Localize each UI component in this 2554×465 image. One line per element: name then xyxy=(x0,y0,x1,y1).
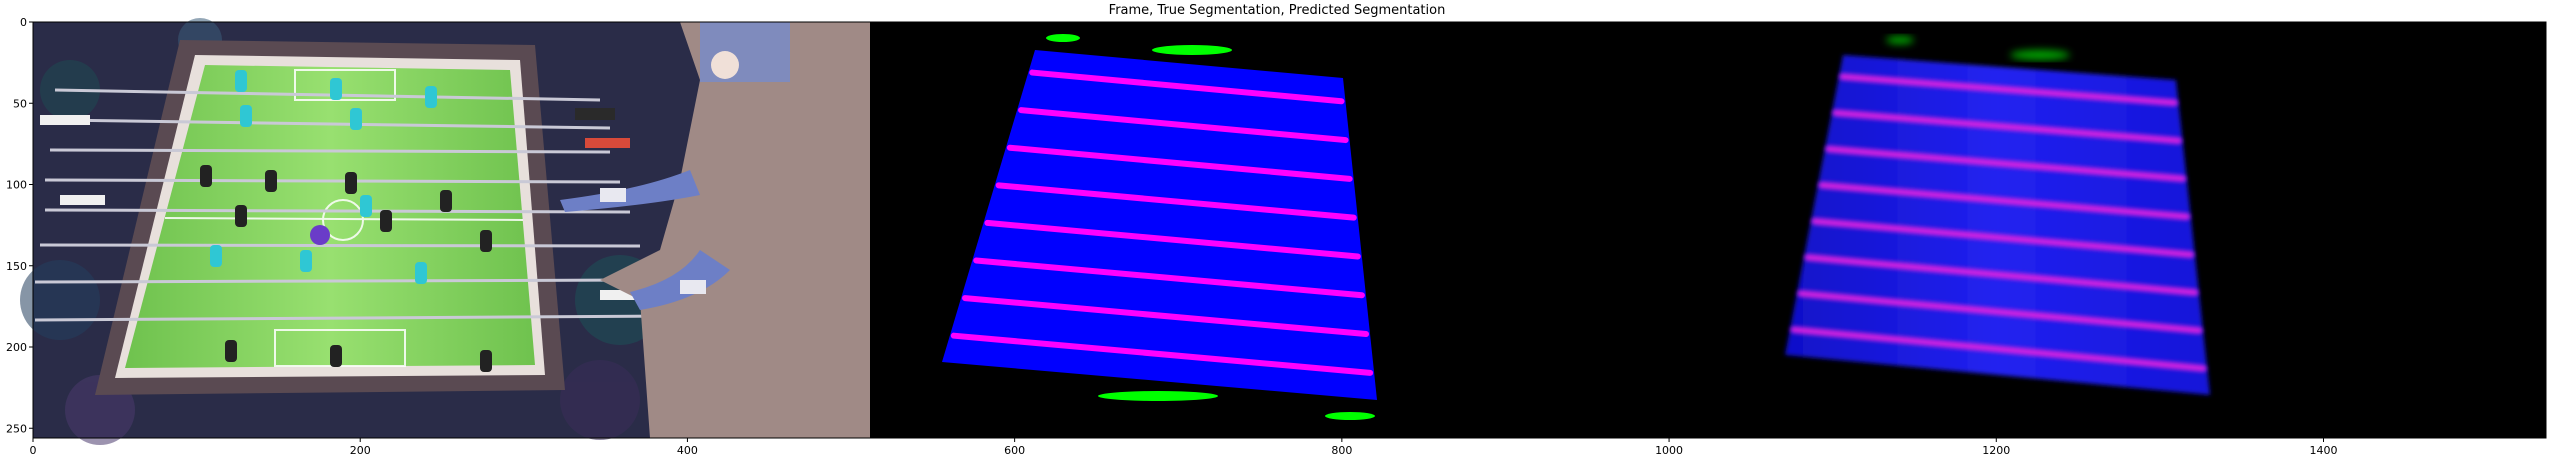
rod-mask xyxy=(1790,326,2207,372)
y-axis-ticks: 0 50 100 150 200 250 xyxy=(6,16,33,435)
rod-mask xyxy=(962,295,1370,338)
rod-mask xyxy=(1818,181,2191,221)
rod-mask xyxy=(995,182,1357,221)
y-tick-label: 0 xyxy=(20,16,27,29)
rod-mask xyxy=(1804,253,2199,297)
rod-mask xyxy=(1797,290,2203,334)
x-tick-label: 1400 xyxy=(2309,444,2337,457)
rod-mask xyxy=(1018,107,1349,144)
x-tick-label: 1200 xyxy=(1982,444,2010,457)
rod-mask xyxy=(973,257,1365,299)
x-axis-ticks: 0 200 400 600 800 1000 1200 1400 xyxy=(30,438,2337,457)
rod-mask xyxy=(984,219,1361,260)
x-tick-label: 400 xyxy=(677,444,698,457)
x-tick-label: 0 xyxy=(30,444,37,457)
figure-title: Frame, True Segmentation, Predicted Segm… xyxy=(1108,3,1446,18)
rod-mask xyxy=(1832,109,2183,145)
rod-mask xyxy=(1029,69,1345,105)
y-tick-label: 100 xyxy=(6,179,27,192)
frame-panel xyxy=(20,18,870,445)
axes: 0 200 400 600 800 1000 1200 1400 0 50 100 150 200 25… xyxy=(6,16,2547,457)
y-tick-label: 150 xyxy=(6,260,27,273)
y-tick-label: 200 xyxy=(6,341,27,354)
x-tick-label: 200 xyxy=(350,444,371,457)
x-tick-label: 800 xyxy=(1331,444,1352,457)
rod-mask xyxy=(1006,144,1353,182)
y-tick-label: 50 xyxy=(13,97,27,110)
true-segmentation-panel xyxy=(870,22,1707,438)
rod-mask xyxy=(1811,217,2195,259)
rod-mask xyxy=(950,332,1374,376)
rod-mask xyxy=(1839,73,2178,107)
predicted-segmentation-panel xyxy=(1707,22,2546,438)
x-tick-label: 600 xyxy=(1004,444,1025,457)
y-tick-label: 250 xyxy=(6,422,27,435)
rod-mask xyxy=(1825,145,2187,183)
x-tick-label: 1000 xyxy=(1655,444,1683,457)
